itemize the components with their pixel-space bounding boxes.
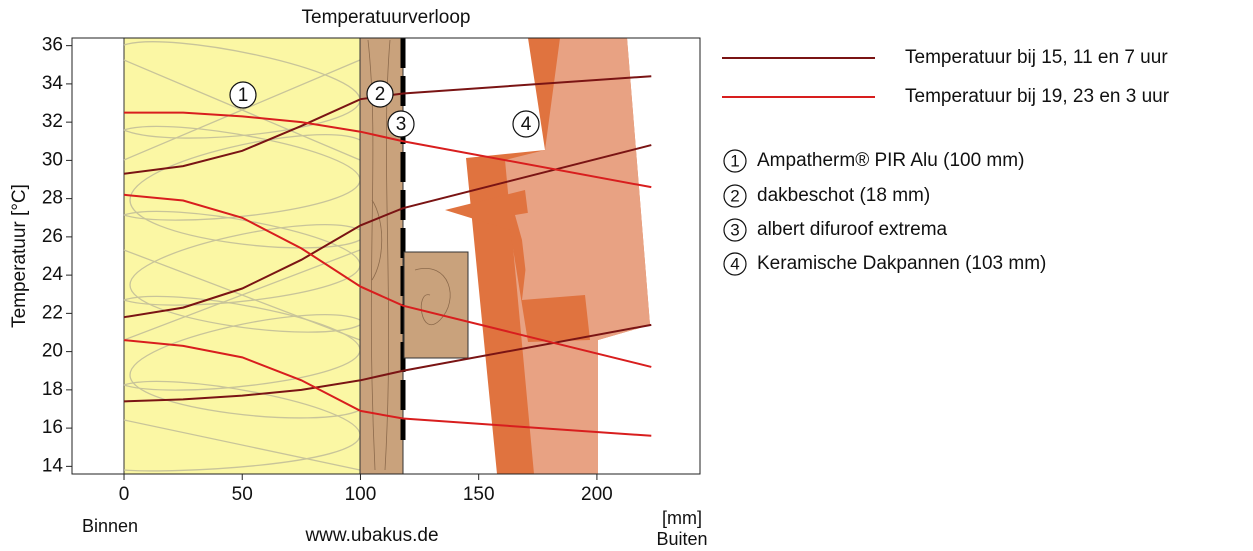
layer-legend-label: dakbeschot (18 mm): [757, 185, 930, 206]
layer-legend-marker: [723, 149, 747, 173]
x-tick-label: 0: [119, 484, 130, 505]
y-tick-label: 18: [42, 379, 63, 400]
inside-label: Binnen: [82, 516, 138, 536]
temperature-line: [123, 339, 652, 437]
temperature-line: [123, 193, 652, 368]
temperature-line: [123, 144, 652, 319]
unit-label: [mm]: [662, 508, 702, 528]
layer-legend-marker: [723, 218, 747, 242]
layer-legend-number: 1: [730, 151, 739, 170]
layer-legend-number: 3: [730, 220, 739, 239]
y-tick-label: 28: [42, 188, 63, 209]
y-axis-label: Temperatuur [°C]: [9, 184, 30, 328]
temperature-line: [124, 111, 652, 189]
layer-legend-label: albert difuroof extrema: [757, 219, 948, 240]
layer-marker: [366, 80, 394, 108]
y-tick-label: 34: [42, 73, 64, 94]
layer-legend-marker: [723, 252, 747, 276]
construction: [123, 37, 650, 475]
y-tick-label: 20: [42, 341, 63, 362]
y-tick-label: 36: [42, 35, 63, 56]
temperature-line: [123, 323, 652, 403]
y-tick-label: 30: [42, 149, 63, 170]
y-tick-label: 26: [42, 226, 63, 247]
temperature-line: [123, 75, 652, 175]
layer-marker: [387, 110, 415, 138]
outside-label: Buiten: [656, 529, 707, 549]
y-tick-label: 32: [42, 111, 63, 132]
x-tick-label: 100: [345, 484, 377, 505]
plot-frame: [71, 37, 701, 475]
layer-number: 2: [375, 84, 386, 105]
layer-legend-label: Keramische Dakpannen (103 mm): [757, 253, 1046, 274]
layer-legend-marker: [723, 184, 747, 208]
x-tick-label: 50: [232, 484, 253, 505]
layer-marker: [512, 110, 540, 138]
layer-legend-number: 2: [730, 186, 739, 205]
layer-number: 4: [521, 114, 532, 135]
layer-number: 1: [238, 85, 249, 106]
layer-number: 3: [396, 114, 407, 135]
x-tick-label: 150: [463, 484, 495, 505]
layer-legend-number: 4: [730, 254, 739, 273]
layer-legend-label: Ampatherm® PIR Alu (100 mm): [757, 150, 1024, 171]
legend-label: Temperatuur bij 19, 23 en 3 uur: [905, 86, 1170, 107]
legend-label: Temperatuur bij 15, 11 en 7 uur: [905, 47, 1168, 68]
y-tick-label: 14: [42, 455, 64, 476]
source-label: www.ubakus.de: [304, 525, 438, 546]
x-tick-label: 200: [581, 484, 613, 505]
y-tick-label: 22: [42, 302, 63, 323]
chart-title: Temperatuurverloop: [302, 7, 471, 28]
y-tick-label: 24: [42, 264, 64, 285]
layer-marker: [229, 81, 257, 109]
y-tick-label: 16: [42, 417, 63, 438]
